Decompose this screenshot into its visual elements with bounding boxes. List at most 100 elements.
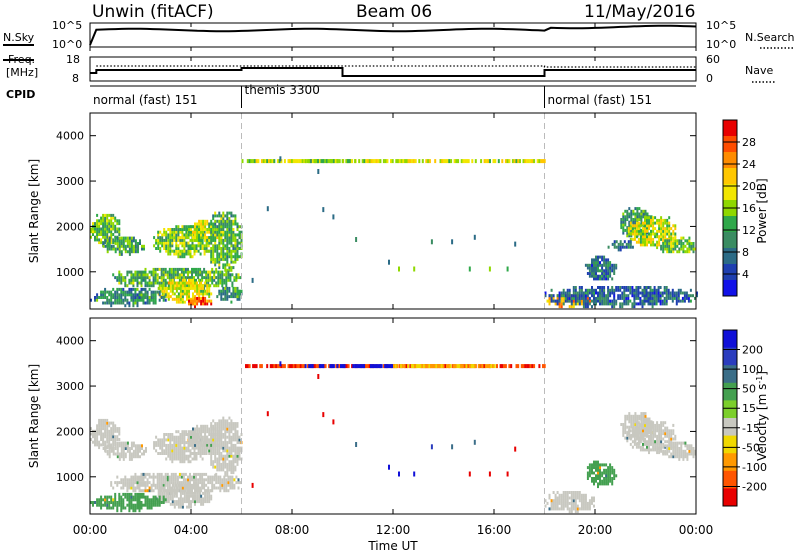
data-cell bbox=[661, 294, 664, 298]
data-cell bbox=[198, 286, 201, 290]
data-cell bbox=[650, 448, 652, 452]
data-cell bbox=[674, 449, 677, 453]
data-cell bbox=[625, 302, 628, 306]
data-cell bbox=[663, 288, 666, 292]
data-cell bbox=[646, 448, 648, 452]
data-cell bbox=[122, 492, 125, 496]
data-cell bbox=[236, 247, 239, 250]
data-cell bbox=[204, 238, 207, 242]
data-cell bbox=[576, 291, 579, 295]
data-cell bbox=[212, 233, 215, 237]
data-cell bbox=[132, 481, 135, 485]
freq-tick-high: 18 bbox=[66, 53, 80, 66]
range-stripe-cell bbox=[433, 364, 436, 369]
data-cell bbox=[656, 434, 659, 438]
data-cell bbox=[200, 230, 203, 234]
data-cell bbox=[656, 221, 659, 225]
data-cell bbox=[152, 276, 155, 280]
data-cell bbox=[644, 442, 646, 446]
data-cell bbox=[230, 300, 233, 304]
data-cell bbox=[664, 227, 667, 231]
data-cell bbox=[164, 478, 167, 482]
data-cell bbox=[630, 218, 633, 221]
data-cell bbox=[231, 281, 234, 285]
data-cell bbox=[649, 302, 652, 306]
data-cell bbox=[210, 433, 213, 436]
data-cell bbox=[646, 445, 648, 449]
data-cell bbox=[187, 244, 190, 248]
date-title: 11/May/2016 bbox=[584, 2, 696, 22]
data-cell bbox=[228, 295, 231, 299]
data-cell bbox=[635, 437, 638, 441]
data-cell bbox=[208, 427, 211, 431]
data-cell bbox=[134, 296, 137, 299]
data-cell bbox=[692, 452, 695, 456]
data-cell bbox=[186, 494, 188, 498]
data-cell bbox=[597, 485, 599, 489]
data-cell bbox=[100, 230, 103, 234]
data-cell bbox=[187, 252, 190, 256]
data-cell bbox=[108, 244, 111, 248]
data-cell bbox=[206, 494, 209, 498]
data-cell bbox=[226, 446, 229, 450]
data-cell bbox=[558, 499, 561, 503]
data-cell bbox=[98, 432, 101, 436]
data-cell bbox=[627, 296, 630, 300]
data-cell bbox=[175, 435, 178, 439]
data-cell bbox=[601, 266, 604, 270]
range-stripe-cell bbox=[266, 159, 269, 164]
data-cell bbox=[683, 291, 686, 295]
data-cell bbox=[224, 238, 227, 242]
data-cell bbox=[216, 462, 219, 466]
data-cell bbox=[210, 222, 213, 226]
data-cell bbox=[213, 483, 216, 487]
data-cell bbox=[106, 429, 109, 433]
data-cell bbox=[216, 446, 219, 450]
data-cell bbox=[206, 284, 209, 288]
data-cell bbox=[137, 247, 139, 251]
data-cell bbox=[216, 443, 219, 447]
data-cell bbox=[177, 249, 180, 253]
colorbar-frame bbox=[722, 329, 738, 507]
data-cell bbox=[124, 506, 127, 510]
data-cell bbox=[192, 278, 194, 282]
data-cell bbox=[183, 483, 186, 487]
data-cell bbox=[114, 298, 117, 302]
data-cell bbox=[134, 498, 137, 502]
data-cell bbox=[216, 465, 219, 469]
data-cell bbox=[212, 260, 215, 264]
colorbar-tick-label: 50 bbox=[742, 383, 756, 396]
data-cell bbox=[184, 267, 187, 271]
data-cell bbox=[114, 250, 117, 254]
data-cell bbox=[208, 441, 211, 445]
range-stripe-cell bbox=[315, 159, 318, 164]
data-cell bbox=[665, 294, 668, 298]
data-cell bbox=[110, 222, 113, 226]
data-cell bbox=[202, 284, 205, 288]
data-cell bbox=[136, 281, 139, 285]
data-cell bbox=[130, 247, 133, 251]
data-cell bbox=[179, 255, 182, 259]
data-cell bbox=[162, 278, 165, 282]
data-cell bbox=[150, 284, 153, 288]
data-cell bbox=[186, 295, 188, 299]
data-cell bbox=[692, 242, 695, 245]
data-cell bbox=[188, 494, 190, 498]
data-cell bbox=[676, 250, 679, 254]
data-cell bbox=[228, 289, 231, 293]
data-cell bbox=[221, 281, 224, 285]
data-cell bbox=[218, 236, 221, 240]
data-cell bbox=[668, 429, 671, 433]
data-cell bbox=[636, 212, 639, 216]
data-cell bbox=[654, 445, 657, 449]
range-stripe-cell bbox=[444, 364, 447, 369]
data-cell bbox=[210, 249, 213, 253]
data-cell bbox=[574, 496, 577, 500]
data-cell bbox=[646, 240, 648, 244]
data-cell bbox=[631, 286, 634, 289]
data-cell bbox=[120, 236, 123, 240]
data-cell bbox=[611, 242, 614, 246]
data-cell bbox=[236, 422, 239, 426]
data-cell bbox=[222, 289, 225, 293]
data-cell bbox=[142, 278, 145, 282]
